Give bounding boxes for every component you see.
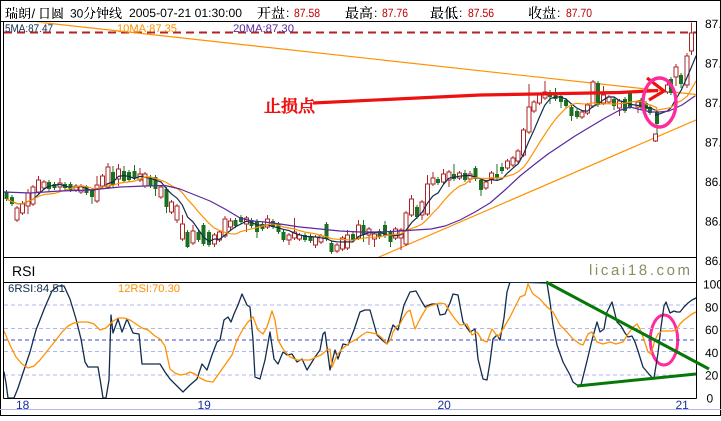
svg-text::: : [459,6,462,20]
svg-text:2005-07-21 01:30:00: 2005-07-21 01:30:00 [129,6,242,20]
svg-text:12RSI:70.30: 12RSI:70.30 [118,283,180,295]
svg-text:20: 20 [438,398,452,412]
svg-text::: : [286,6,289,20]
svg-text:20: 20 [705,369,719,383]
svg-text:86.8: 86.8 [705,215,721,229]
svg-text:87.70: 87.70 [566,6,592,20]
svg-text:5MA:87.47: 5MA:87.47 [5,23,53,35]
svg-text:10MA:87.35: 10MA:87.35 [117,23,177,35]
svg-text:87.76: 87.76 [382,6,408,20]
svg-text:86.8: 86.8 [705,175,721,189]
svg-text:0: 0 [707,392,714,406]
svg-text:18: 18 [16,398,30,412]
svg-text:19: 19 [198,398,212,412]
svg-text:87.58: 87.58 [294,6,320,20]
svg-text:6RSI:84.51: 6RSI:84.51 [8,283,65,295]
svg-text:80: 80 [705,300,719,314]
svg-text:20MA:87.30: 20MA:87.30 [233,23,294,35]
svg-text:60: 60 [705,323,719,337]
svg-text:/: / [32,6,36,21]
svg-text:100: 100 [703,278,721,292]
svg-text:30: 30 [70,7,84,21]
svg-text:87.8: 87.8 [705,136,721,150]
svg-text:licai18.com: licai18.com [589,262,693,279]
svg-text:RSI: RSI [12,263,35,279]
svg-text:87.8: 87.8 [705,96,721,110]
svg-text:40: 40 [705,346,719,360]
svg-text:21: 21 [676,398,690,412]
svg-text::: : [557,6,560,20]
svg-text:87.8: 87.8 [705,57,721,71]
svg-text::: : [374,6,377,20]
svg-text:87.8: 87.8 [705,17,721,31]
svg-text:87.56: 87.56 [468,6,494,20]
svg-text:86.8: 86.8 [705,254,721,268]
